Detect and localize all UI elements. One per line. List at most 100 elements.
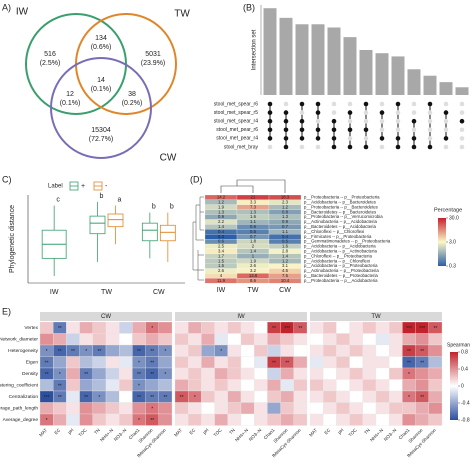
- matrix-dot: [459, 118, 465, 124]
- matrix-dot: [363, 127, 369, 133]
- correlation-cell: [132, 321, 146, 334]
- row-label: Density: [22, 371, 39, 377]
- significance-stars: *: [46, 418, 48, 424]
- correlation-cell: [280, 333, 294, 346]
- matrix-dot: [283, 127, 289, 133]
- significance-stars: *: [138, 384, 140, 390]
- correlation-cell: [92, 356, 107, 369]
- colorbar-tick-label: 3.0: [449, 239, 456, 245]
- row-label: Clustering_coefficient: [0, 383, 39, 389]
- row-label: Average_degree: [3, 417, 39, 423]
- region-percent: (23.9%): [141, 60, 166, 67]
- correlation-cell: [254, 379, 268, 392]
- cell-value: 2.2: [218, 219, 225, 224]
- group-header: [310, 312, 442, 321]
- significance-stars: **: [420, 395, 424, 401]
- bar: [343, 37, 357, 95]
- correlation-cell: [254, 356, 268, 369]
- correlation-cell: [227, 321, 242, 334]
- significance-letter: c: [56, 196, 60, 203]
- correlation-cell: [39, 333, 54, 346]
- cell-value: 3.1: [282, 263, 289, 268]
- matrix-dot: [347, 144, 353, 150]
- correlation-cell: [336, 367, 350, 380]
- correlation-cell: [415, 402, 429, 415]
- cell-value: 1.9: [218, 204, 225, 209]
- correlation-cell: [362, 367, 377, 380]
- cell-value: 18.3: [281, 195, 290, 200]
- correlation-cell: [174, 333, 189, 346]
- matrix-dot: [379, 127, 385, 133]
- significance-stars: **: [45, 372, 49, 378]
- cell-value: 1.8: [250, 239, 257, 244]
- column-label: EC: [53, 427, 61, 435]
- significance-letter: b: [170, 203, 174, 210]
- panel-label: (D): [190, 174, 203, 184]
- matrix-dot: [427, 144, 433, 150]
- correlation-cell: [254, 390, 268, 403]
- correlation-cell: [280, 367, 294, 380]
- region-count: 12: [66, 91, 74, 98]
- cell-value: 0.6: [250, 224, 257, 229]
- bar: [391, 56, 405, 95]
- correlation-cell: [375, 344, 390, 357]
- significance-stars: **: [150, 349, 154, 355]
- correlation-cell: [214, 321, 228, 334]
- correlation-cell: [39, 379, 54, 392]
- significance-stars: **: [97, 349, 101, 355]
- correlation-cell: [362, 333, 377, 346]
- box: [89, 215, 106, 235]
- correlation-cell: [227, 390, 242, 403]
- correlation-cell: [402, 402, 416, 415]
- correlation-cell: [254, 333, 268, 346]
- matrix-dot: [395, 144, 401, 150]
- cell-value: 3.2: [250, 268, 257, 273]
- cell-value: 0.8: [282, 209, 289, 214]
- correlation-cell: [79, 333, 93, 346]
- bar: [279, 17, 293, 95]
- legend-title: Spearman: [447, 342, 470, 348]
- correlation-cell: [323, 390, 337, 403]
- cell-value: 2: [252, 244, 255, 249]
- matrix-dot: [411, 136, 417, 141]
- cell-value: 1.3: [250, 209, 257, 214]
- correlation-cell: [336, 413, 350, 426]
- column-label: NO3--N: [383, 428, 397, 442]
- matrix-dot: [363, 136, 369, 141]
- correlation-cell: [428, 379, 443, 392]
- matrix-dot: [299, 127, 305, 133]
- panel-label: E): [2, 306, 11, 316]
- cell-value: 0.5: [282, 239, 289, 244]
- row-label: Network_diameter: [0, 337, 38, 343]
- region-count: 5031: [145, 51, 161, 58]
- matrix-dot: [443, 136, 449, 141]
- correlation-cell: [267, 390, 281, 403]
- correlation-cell: [389, 402, 403, 415]
- correlation-cell: [240, 367, 255, 380]
- significance-stars: **: [84, 395, 88, 401]
- significance-stars: *: [164, 349, 166, 355]
- column-label: TN: [93, 428, 101, 436]
- significance-stars: *: [164, 372, 166, 378]
- cell-value: 1.2: [218, 199, 225, 204]
- significance-stars: ***: [419, 326, 425, 332]
- matrix-dot: [331, 136, 337, 141]
- column-label: TOC: [348, 427, 359, 438]
- correlation-cell: [336, 379, 350, 392]
- matrix-dot: [395, 127, 401, 133]
- colorbar-tick-label: -0.4: [461, 400, 470, 406]
- correlation-cell: [309, 344, 324, 357]
- cell-value: 1.7: [218, 253, 225, 258]
- correlation-cell: [92, 413, 107, 426]
- bar: [407, 69, 421, 95]
- correlation-cell: [349, 344, 363, 357]
- correlation-cell: [66, 390, 80, 403]
- correlation-cell: [174, 344, 189, 357]
- significance-stars: **: [420, 349, 424, 355]
- correlation-cell: [293, 379, 308, 392]
- cell-value: 1.2: [282, 204, 289, 209]
- correlation-cell: [349, 321, 363, 334]
- significance-stars: **: [137, 349, 141, 355]
- cell-value: 14.2: [217, 195, 226, 200]
